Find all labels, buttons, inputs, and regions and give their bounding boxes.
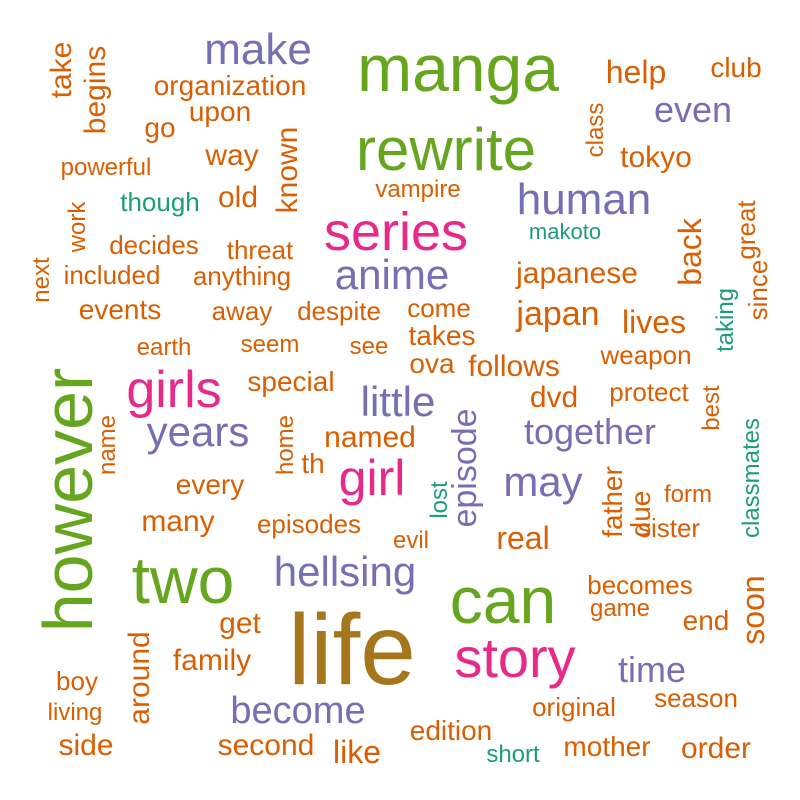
word-powerful: powerful bbox=[60, 154, 152, 181]
word-evil: evil bbox=[392, 527, 430, 554]
word-side: side bbox=[58, 729, 114, 762]
word-home: home bbox=[272, 414, 299, 476]
word-may: may bbox=[503, 458, 583, 505]
word-see: see bbox=[349, 333, 389, 360]
word-series: series bbox=[323, 202, 469, 262]
word-real: real bbox=[496, 520, 550, 556]
word-classmates: classmates bbox=[738, 417, 765, 539]
word-away: away bbox=[211, 296, 273, 326]
word-together: together bbox=[523, 411, 657, 452]
word-makoto: makoto bbox=[528, 219, 602, 244]
word-years: years bbox=[146, 408, 250, 455]
word-even: even bbox=[653, 89, 733, 130]
word-every: every bbox=[175, 469, 245, 500]
word-soon: soon bbox=[735, 575, 771, 645]
word-despite: despite bbox=[297, 296, 381, 326]
word-episode: episode bbox=[446, 408, 484, 528]
word-however: however bbox=[29, 367, 107, 633]
word-time: time bbox=[617, 649, 687, 690]
word-episodes: episodes bbox=[256, 509, 362, 539]
word-like: like bbox=[332, 734, 382, 770]
word-around: around bbox=[123, 631, 156, 725]
word-upon: upon bbox=[188, 96, 252, 127]
word-edition: edition bbox=[409, 715, 493, 746]
word-since: since bbox=[743, 259, 773, 321]
word-follows: follows bbox=[468, 350, 560, 383]
word-next: next bbox=[28, 257, 55, 303]
word-hellsing: hellsing bbox=[273, 548, 417, 595]
word-special: special bbox=[247, 366, 335, 397]
word-taking: taking bbox=[712, 287, 739, 353]
word-great: great bbox=[731, 200, 761, 260]
word-lost: lost bbox=[426, 481, 453, 519]
word-becomes: becomes bbox=[587, 570, 693, 600]
word-threat: threat bbox=[226, 235, 294, 265]
word-sister: sister bbox=[637, 513, 701, 543]
word-rewrite: rewrite bbox=[355, 116, 537, 183]
word-events: events bbox=[78, 294, 162, 325]
word-old: old bbox=[217, 181, 259, 214]
word-decides: decides bbox=[109, 230, 199, 260]
word-life: life bbox=[288, 594, 416, 706]
word-class: class bbox=[582, 102, 609, 158]
word-vampire: vampire bbox=[375, 176, 461, 203]
word-girl: girl bbox=[338, 450, 406, 506]
word-club: club bbox=[710, 52, 762, 83]
word-work: work bbox=[64, 201, 91, 253]
word-short: short bbox=[486, 741, 540, 768]
word-mother: mother bbox=[563, 731, 651, 762]
word-many: many bbox=[141, 505, 215, 538]
word-become: become bbox=[230, 690, 366, 732]
word-th: th bbox=[301, 448, 325, 479]
word-way: way bbox=[205, 139, 259, 172]
word-back: back bbox=[672, 218, 708, 286]
word-help: help bbox=[605, 54, 667, 90]
word-manga: manga bbox=[357, 31, 559, 105]
word-form: form bbox=[664, 481, 712, 508]
word-get: get bbox=[219, 607, 261, 640]
word-name: name bbox=[94, 414, 121, 476]
word-girls: girls bbox=[126, 361, 222, 419]
word-lives: lives bbox=[621, 304, 687, 340]
word-second: second bbox=[217, 729, 315, 762]
word-organization: organization bbox=[153, 70, 307, 101]
word-dvd: dvd bbox=[529, 381, 579, 414]
word-take: take bbox=[45, 41, 78, 99]
word-protect: protect bbox=[609, 377, 689, 407]
word-little: little bbox=[360, 378, 436, 425]
word-story: story bbox=[454, 626, 576, 689]
word-seem: seem bbox=[240, 331, 300, 358]
word-make: make bbox=[204, 25, 312, 74]
word-named: named bbox=[324, 421, 416, 454]
word-season: season bbox=[654, 683, 738, 713]
word-known: known bbox=[271, 126, 304, 214]
word-japanese: japanese bbox=[516, 257, 638, 290]
word-anime: anime bbox=[334, 251, 450, 298]
word-go: go bbox=[144, 112, 176, 143]
word-best: best bbox=[698, 385, 725, 431]
word-come: come bbox=[407, 293, 471, 323]
word-tokyo: tokyo bbox=[620, 141, 692, 174]
word-can: can bbox=[449, 563, 557, 637]
word-boy: boy bbox=[56, 666, 98, 696]
word-original: original bbox=[532, 692, 616, 722]
word-ova: ova bbox=[409, 348, 455, 379]
word-end: end bbox=[682, 605, 730, 636]
word-included: included bbox=[63, 260, 161, 290]
word-weapon: weapon bbox=[600, 340, 692, 370]
word-two: two bbox=[131, 543, 235, 617]
word-human: human bbox=[516, 175, 652, 224]
word-anything: anything bbox=[192, 261, 292, 291]
word-family: family bbox=[172, 644, 252, 677]
word-begins: begins bbox=[79, 45, 112, 135]
word-takes: takes bbox=[408, 320, 476, 351]
word-living: living bbox=[47, 699, 103, 726]
word-japan: japan bbox=[516, 295, 600, 333]
word-order: order bbox=[680, 732, 752, 765]
word-though: though bbox=[120, 187, 200, 217]
word-game: game bbox=[589, 595, 651, 622]
word-earth: earth bbox=[136, 334, 192, 361]
word-father: father bbox=[597, 466, 628, 538]
